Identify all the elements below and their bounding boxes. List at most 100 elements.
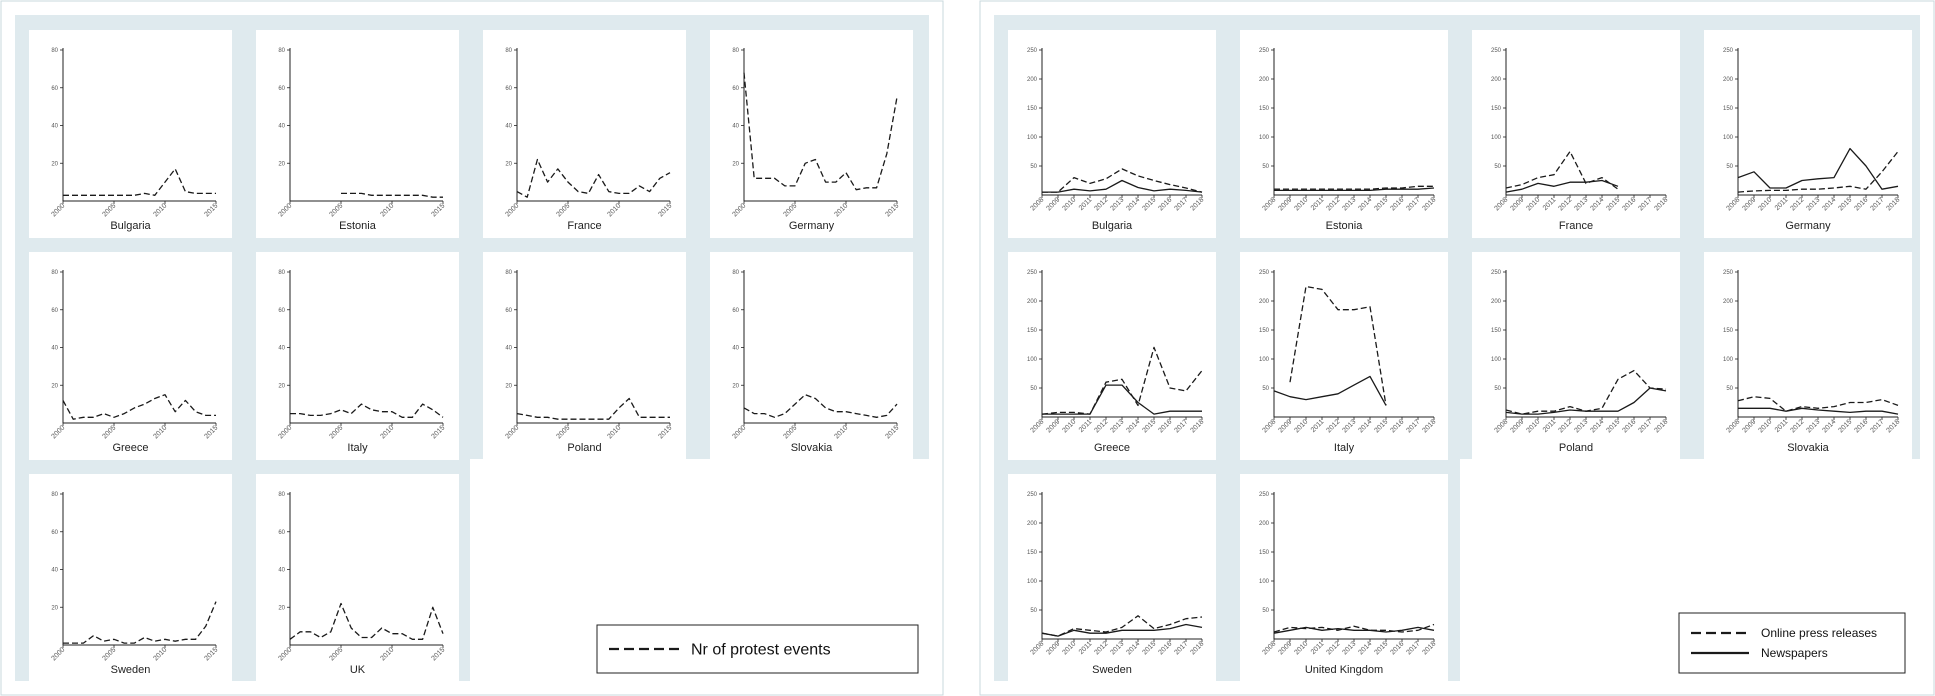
y-tick-label: 80 xyxy=(51,48,58,54)
y-tick-label: 250 xyxy=(1491,48,1502,54)
y-tick-label: 20 xyxy=(732,161,739,167)
y-tick-label: 60 xyxy=(51,530,58,536)
y-tick-label: 80 xyxy=(505,48,512,54)
y-tick-label: 20 xyxy=(51,605,58,611)
panel-title: Slovakia xyxy=(791,442,833,454)
y-tick-label: 20 xyxy=(278,605,285,611)
series-line-nr-of-protest-events xyxy=(62,394,216,420)
y-tick-label: 200 xyxy=(1027,521,1038,527)
y-tick-label: 150 xyxy=(1027,328,1038,334)
y-tick-label: 250 xyxy=(1259,270,1270,276)
panel-title: Sweden xyxy=(1092,664,1132,676)
panel-background xyxy=(1240,252,1448,460)
series-line-newspapers xyxy=(1505,387,1667,415)
y-tick-label: 40 xyxy=(51,124,58,130)
series-line-newspapers xyxy=(1737,147,1899,190)
y-tick-label: 50 xyxy=(1030,164,1037,170)
panel-title: Greece xyxy=(1094,442,1130,454)
panel-background xyxy=(1008,252,1216,460)
y-tick-label: 80 xyxy=(732,48,739,54)
y-tick-label: 50 xyxy=(1262,386,1269,392)
y-tick-label: 80 xyxy=(278,270,285,276)
y-tick-label: 200 xyxy=(1259,299,1270,305)
panel-title: Germany xyxy=(1785,220,1831,232)
y-tick-label: 60 xyxy=(278,86,285,92)
y-tick-label: 250 xyxy=(1491,270,1502,276)
panel-title: Estonia xyxy=(1326,220,1364,232)
y-tick-label: 60 xyxy=(505,86,512,92)
y-tick-label: 50 xyxy=(1262,608,1269,614)
series-line-online-press-releases xyxy=(1042,168,1203,193)
y-tick-label: 40 xyxy=(732,346,739,352)
series-line-online-press-releases xyxy=(1505,150,1619,190)
y-tick-label: 100 xyxy=(1259,135,1270,141)
y-tick-label: 40 xyxy=(51,346,58,352)
panel-title: Italy xyxy=(1334,442,1355,454)
y-tick-label: 20 xyxy=(505,161,512,167)
y-tick-label: 150 xyxy=(1723,328,1734,334)
legend-box xyxy=(596,624,919,674)
y-tick-label: 80 xyxy=(732,270,739,276)
y-tick-label: 200 xyxy=(1491,299,1502,305)
y-tick-label: 250 xyxy=(1259,492,1270,498)
series-line-nr-of-protest-events xyxy=(290,403,444,418)
y-tick-label: 250 xyxy=(1027,270,1038,276)
y-tick-label: 40 xyxy=(278,124,285,130)
y-tick-label: 80 xyxy=(51,492,58,498)
y-tick-label: 200 xyxy=(1723,299,1734,305)
series-line-nr-of-protest-events xyxy=(743,394,898,418)
panel-background xyxy=(1008,30,1216,238)
y-tick-label: 100 xyxy=(1259,357,1270,363)
y-tick-label: 20 xyxy=(51,161,58,167)
y-tick-label: 200 xyxy=(1027,299,1038,305)
panel-title: Poland xyxy=(567,442,601,454)
legend-box xyxy=(1678,612,1906,674)
y-tick-label: 60 xyxy=(732,86,739,92)
y-tick-label: 20 xyxy=(51,383,58,389)
legend-label: Online press releases xyxy=(1761,626,1877,640)
panel-title: Bulgaria xyxy=(110,220,151,232)
y-tick-label: 40 xyxy=(278,568,285,574)
y-tick-label: 150 xyxy=(1259,550,1270,556)
series-line-nr-of-protest-events xyxy=(743,72,898,191)
panel-title: Poland xyxy=(1559,442,1593,454)
series-line-newspapers xyxy=(1273,375,1387,406)
panel-background xyxy=(1240,30,1448,238)
legend: Nr of protest events xyxy=(596,624,919,674)
y-tick-label: 60 xyxy=(278,530,285,536)
y-tick-label: 250 xyxy=(1723,48,1734,54)
y-tick-label: 150 xyxy=(1259,328,1270,334)
y-tick-label: 80 xyxy=(278,492,285,498)
y-tick-label: 100 xyxy=(1491,357,1502,363)
y-tick-label: 100 xyxy=(1723,135,1734,141)
y-tick-label: 100 xyxy=(1027,135,1038,141)
series-line-newspapers xyxy=(1274,187,1435,192)
y-tick-label: 40 xyxy=(505,124,512,130)
y-tick-label: 80 xyxy=(51,270,58,276)
y-tick-label: 200 xyxy=(1723,77,1734,83)
y-tick-label: 100 xyxy=(1027,357,1038,363)
series-line-newspapers xyxy=(1505,179,1619,193)
y-tick-label: 60 xyxy=(51,86,58,92)
y-tick-label: 100 xyxy=(1259,579,1270,585)
panel-title: UK xyxy=(350,664,366,676)
y-tick-label: 250 xyxy=(1027,48,1038,54)
panel-background xyxy=(1704,30,1912,238)
series-line-online-press-releases xyxy=(1737,396,1899,412)
series-line-nr-of-protest-events xyxy=(516,397,670,420)
series-line-online-press-releases xyxy=(1041,615,1203,637)
y-tick-label: 50 xyxy=(1494,164,1501,170)
